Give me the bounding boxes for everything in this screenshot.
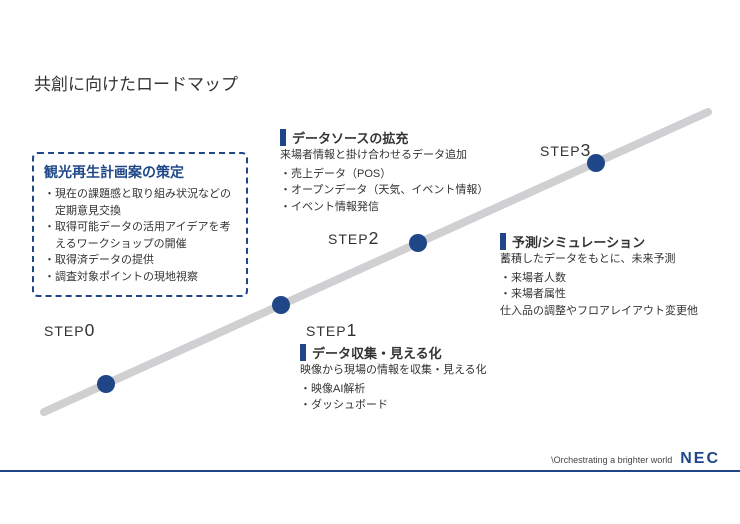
- callout-header: 予測/シミュレーション: [500, 232, 730, 251]
- callout-step3: 予測/シミュレーション蓄積したデータをもとに、未来予測来場者人数来場者属性仕入品…: [500, 232, 730, 319]
- step-dot-0: [97, 375, 115, 393]
- step-label-0: STEP0: [44, 320, 95, 341]
- header-bar-icon: [300, 344, 306, 361]
- callout-tail: 仕入品の調整やフロアレイアウト変更他: [500, 303, 730, 320]
- callout-bullet: イベント情報発信: [280, 199, 520, 216]
- callout-body: 蓄積したデータをもとに、未来予測来場者人数来場者属性仕入品の調整やフロアレイアウ…: [500, 251, 730, 319]
- callout-bullet: 売上データ（POS）: [280, 166, 520, 183]
- step0-box: 観光再生計画案の策定 現在の課題感と取り組み状況などの定期意見交換取得可能データ…: [32, 152, 248, 297]
- callout-lead: 来場者情報と掛け合わせるデータ追加: [280, 147, 520, 164]
- callout-bullet: 来場者人数: [500, 270, 730, 287]
- step0-header: 観光再生計画案の策定: [44, 162, 236, 182]
- step0-bullet: 取得済データの提供: [44, 252, 236, 269]
- callout-bullet: オープンデータ（天気、イベント情報）: [280, 182, 520, 199]
- footer-brand: NEC: [680, 450, 720, 468]
- step-dot-1: [272, 296, 290, 314]
- callout-lead: 映像から現場の情報を収集・見える化: [300, 362, 530, 379]
- step0-bullet: 取得可能データの活用アイデアを考えるワークショップの開催: [44, 219, 236, 252]
- callout-body: 映像から現場の情報を収集・見える化映像AI解析ダッシュボード: [300, 362, 530, 414]
- step-label-2: STEP2: [328, 228, 379, 249]
- callout-step2: データソースの拡充来場者情報と掛け合わせるデータ追加売上データ（POS）オープン…: [280, 128, 520, 215]
- footer: \Orchestrating a brighter world NEC: [551, 450, 720, 468]
- callout-bullets: 来場者人数来場者属性: [500, 270, 730, 303]
- callout-bullets: 売上データ（POS）オープンデータ（天気、イベント情報）イベント情報発信: [280, 166, 520, 216]
- footer-line: [0, 470, 740, 472]
- header-bar-icon: [500, 233, 506, 250]
- step-dot-2: [409, 234, 427, 252]
- callout-body: 来場者情報と掛け合わせるデータ追加売上データ（POS）オープンデータ（天気、イベ…: [280, 147, 520, 215]
- callout-bullet: 映像AI解析: [300, 381, 530, 398]
- callout-header: データ収集・見える化: [300, 343, 530, 362]
- footer-tagline: \Orchestrating a brighter world: [551, 455, 672, 465]
- step-label-1: STEP1: [306, 320, 357, 341]
- step0-bullet: 調査対象ポイントの現地視察: [44, 269, 236, 286]
- callout-header-text: データ収集・見える化: [312, 343, 442, 362]
- callout-step1: データ収集・見える化映像から現場の情報を収集・見える化映像AI解析ダッシュボード: [300, 343, 530, 414]
- page-title: 共創に向けたロードマップ: [34, 70, 238, 95]
- step-label-3: STEP3: [540, 140, 591, 161]
- callout-lead: 蓄積したデータをもとに、未来予測: [500, 251, 730, 268]
- step0-bullets: 現在の課題感と取り組み状況などの定期意見交換取得可能データの活用アイデアを考える…: [44, 186, 236, 285]
- callout-header: データソースの拡充: [280, 128, 520, 147]
- callout-bullet: ダッシュボード: [300, 397, 530, 414]
- header-bar-icon: [280, 129, 286, 146]
- callout-bullet: 来場者属性: [500, 286, 730, 303]
- step0-bullet: 現在の課題感と取り組み状況などの定期意見交換: [44, 186, 236, 219]
- callout-bullets: 映像AI解析ダッシュボード: [300, 381, 530, 414]
- callout-header-text: データソースの拡充: [292, 128, 408, 147]
- slide: 共創に向けたロードマップ STEP0 STEP1 STEP2 STEP3 観光再生計画…: [0, 0, 740, 524]
- callout-header-text: 予測/シミュレーション: [512, 232, 645, 251]
